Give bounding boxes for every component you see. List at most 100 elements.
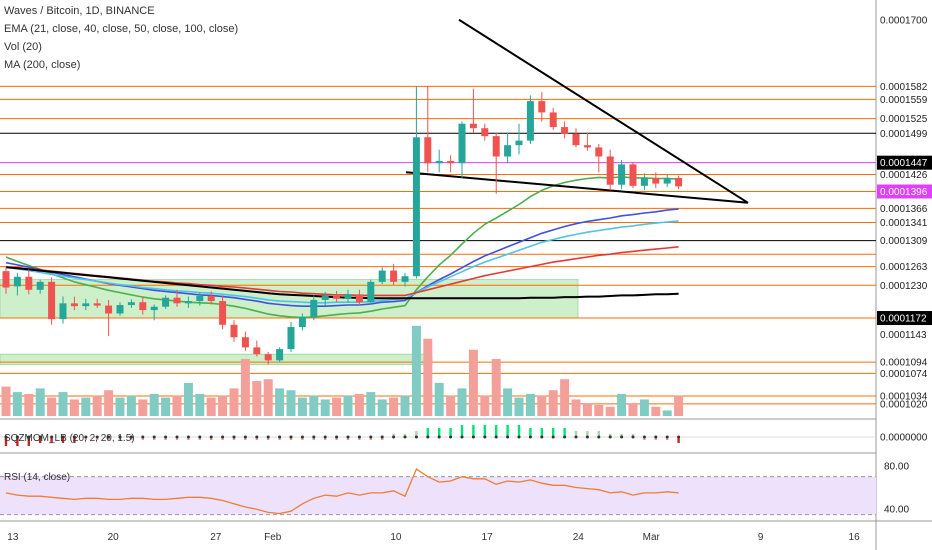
candle-body <box>25 276 33 290</box>
squeeze-bar <box>506 425 509 437</box>
price-axis[interactable]: 0.0001700 0.0001582 0.0001559 0.0001525 0.00… <box>877 13 932 516</box>
squeeze-dot <box>392 435 396 439</box>
squeeze-dot <box>483 435 487 439</box>
volume-bar <box>35 388 45 416</box>
squeeze-bar <box>4 437 8 446</box>
volume-bar <box>377 399 387 416</box>
candle-body <box>48 281 56 320</box>
squeeze-bar <box>278 437 281 440</box>
volume-bar <box>149 393 159 416</box>
candle-body <box>36 281 44 290</box>
squeeze-axis-label: 0.0000000 <box>880 433 928 444</box>
time-axis-label: 24 <box>573 532 585 543</box>
squeeze-bar <box>50 437 53 443</box>
squeeze-dot <box>335 435 339 439</box>
squeeze-dot <box>677 435 681 439</box>
candle-body <box>13 276 21 287</box>
volume-bar <box>332 397 342 416</box>
candle-body <box>435 160 443 164</box>
squeeze-dot <box>517 435 521 439</box>
volume-bar <box>252 381 262 416</box>
volume-bar <box>366 392 376 416</box>
volume-bar <box>537 395 547 416</box>
price-label-background <box>877 311 932 326</box>
candle-body <box>390 270 398 282</box>
candle-body <box>139 302 147 311</box>
candle-body <box>640 177 648 186</box>
squeeze-bar <box>164 437 167 440</box>
squeeze-bar <box>483 425 486 437</box>
squeeze-dot <box>175 435 179 439</box>
squeeze-dot <box>597 435 601 439</box>
candle-body <box>241 337 249 348</box>
volume-bar <box>525 393 535 416</box>
rsi-axis-label: 80.00 <box>884 461 909 472</box>
candle-body <box>333 295 341 299</box>
squeeze-momentum-pane[interactable] <box>0 425 876 446</box>
volume-bar <box>24 393 34 416</box>
squeeze-dot <box>620 435 624 439</box>
squeeze-bar <box>61 437 65 443</box>
candle-body <box>355 294 363 303</box>
volume-bar <box>12 392 22 416</box>
price-axis-label: 0.0001094 <box>880 358 928 369</box>
squeeze-bar <box>597 431 600 437</box>
candle-body <box>378 270 386 282</box>
squeeze-dot <box>494 435 498 439</box>
candle-body <box>458 123 466 164</box>
candle-body <box>561 127 569 134</box>
squeeze-dot <box>289 435 293 439</box>
volume-bar <box>183 382 193 416</box>
volume-bar <box>674 395 684 416</box>
rsi-line <box>5 468 679 515</box>
squeeze-dot <box>72 435 76 439</box>
candle-body <box>253 347 261 355</box>
price-axis-label: 0.0001074 <box>880 369 928 380</box>
price-axis-label: 0.0001366 <box>880 204 928 215</box>
squeeze-bar <box>540 428 543 437</box>
candle-body <box>469 123 477 129</box>
candle-body <box>504 145 512 157</box>
price-axis-label: 0.0001426 <box>880 170 928 181</box>
squeeze-bar <box>574 431 578 437</box>
candle-body <box>606 156 614 185</box>
squeeze-bar <box>552 428 555 437</box>
time-axis-label: 27 <box>210 532 222 543</box>
candle-body <box>127 302 135 306</box>
volume-bar <box>411 325 421 416</box>
squeeze-bar <box>301 437 304 440</box>
squeeze-dot <box>232 435 236 439</box>
time-axis[interactable]: 13 20 27 Feb 10 17 24 Mar 9 16 <box>7 532 860 543</box>
squeeze-dot <box>608 435 612 439</box>
volume-bar <box>92 395 102 416</box>
candle-body <box>70 303 78 307</box>
candle-body <box>93 303 101 306</box>
squeeze-bar <box>677 437 680 443</box>
candle-body <box>105 305 113 314</box>
squeeze-bar <box>335 437 338 440</box>
squeeze-bar <box>620 434 623 437</box>
volume-bar <box>138 399 148 416</box>
squeeze-bar <box>16 437 19 446</box>
ema-legend: EMA (21, close, 40, close, 50, close, 10… <box>4 23 239 35</box>
rsi-pane[interactable] <box>0 468 876 516</box>
volume-bar <box>457 388 467 416</box>
volume-bar <box>229 388 239 416</box>
price-axis-label: 0.0001447 <box>880 158 928 169</box>
volume-bar <box>503 388 513 416</box>
squeeze-dot <box>278 435 282 439</box>
lower-zone <box>0 353 433 366</box>
rsi-label: RSI (14, close) <box>4 472 71 483</box>
squeeze-bar <box>438 428 441 437</box>
price-axis-label: 0.0001034 <box>880 391 928 402</box>
squeeze-bar <box>586 431 589 437</box>
squeeze-dot <box>551 435 555 439</box>
volume-bar <box>354 393 364 416</box>
squeeze-bar <box>107 437 110 440</box>
squeeze-dot <box>403 435 407 439</box>
volume-bar <box>1 386 11 416</box>
price-axis-label: 0.0001172 <box>880 314 927 325</box>
volume-bar <box>240 358 250 416</box>
